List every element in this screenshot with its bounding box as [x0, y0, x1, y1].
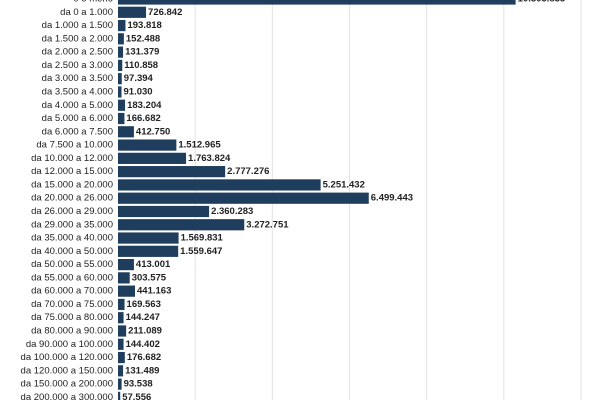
value-label: 413.001 [136, 259, 171, 270]
value-label: 144.402 [126, 339, 160, 350]
value-label: 57.556 [122, 392, 151, 400]
value-label: 131.379 [125, 47, 159, 58]
category-label: da 50.000 a 55.000 [31, 259, 113, 270]
value-label: 726.842 [148, 7, 182, 18]
value-label: 5.251.432 [323, 179, 365, 190]
value-label: 169.563 [127, 299, 161, 310]
bar [118, 192, 369, 204]
bar [118, 112, 125, 125]
category-label: da 100.000 a 120.000 [21, 352, 113, 363]
category-label: da 75.000 a 80.000 [31, 312, 113, 323]
bar [118, 298, 125, 311]
bar [118, 232, 179, 244]
value-label: 110.858 [124, 60, 158, 71]
bar [118, 391, 121, 400]
category-label: da 150.000 a 200.000 [21, 379, 113, 390]
category-label: da 120.000 a 150.000 [21, 365, 113, 376]
bar [118, 312, 124, 324]
bar [118, 179, 321, 191]
category-label: da 7.500 a 10.000 [36, 140, 113, 151]
value-label: 441.163 [137, 286, 171, 297]
value-label: 152.488 [126, 33, 160, 44]
category-label: da 15.000 a 20.000 [31, 179, 113, 190]
category-label: da 3.500 a 4.000 [42, 86, 113, 97]
value-label: 3.272.751 [246, 219, 289, 230]
value-label: 91.030 [124, 86, 153, 97]
category-label: da 3.000 a 3.500 [42, 73, 113, 84]
category-label: da 60.000 a 70.000 [31, 286, 113, 297]
value-label: 193.818 [127, 20, 161, 31]
category-label: da 80.000 a 90.000 [31, 326, 113, 337]
bar [118, 99, 126, 111]
bar [118, 378, 122, 390]
value-label: 1.559.647 [180, 246, 222, 257]
bar [118, 152, 187, 164]
value-label: 183.204 [127, 100, 162, 111]
value-label: 176.682 [127, 352, 161, 363]
bar [118, 33, 124, 45]
value-label: 97.394 [124, 73, 154, 84]
value-label: 93.538 [124, 379, 153, 390]
value-label: 2.777.276 [227, 166, 269, 177]
bar [118, 325, 127, 337]
category-label: da 200.000 a 300.000 [21, 392, 113, 400]
value-label: 131.489 [125, 365, 159, 376]
category-label: 0 o meno [73, 0, 113, 5]
bar [118, 272, 130, 284]
bar [118, 166, 226, 178]
category-label: da 26.000 a 29.000 [31, 206, 113, 217]
value-label: 2.360.283 [211, 206, 253, 217]
bar [118, 338, 124, 350]
category-label: da 29.000 a 35.000 [31, 219, 113, 230]
category-label: da 5.000 a 6.000 [42, 113, 113, 124]
bar [118, 205, 210, 218]
bar [118, 59, 123, 71]
category-label: da 0 a 1.000 [60, 7, 113, 18]
bar [118, 351, 125, 364]
category-label: da 90.000 a 100.000 [26, 339, 113, 350]
category-label: da 6.000 a 7.500 [42, 126, 113, 137]
value-label: 166.682 [126, 113, 160, 124]
value-label: 211.089 [128, 326, 162, 337]
value-label: 1.763.824 [188, 153, 231, 164]
value-label: 303.575 [132, 272, 167, 283]
value-label: 412.750 [136, 126, 170, 137]
category-label: da 70.000 a 75.000 [31, 299, 113, 310]
category-label: da 2.000 a 2.500 [42, 47, 113, 58]
bar [118, 139, 177, 151]
bar [118, 19, 126, 32]
bar [118, 259, 134, 271]
category-label: da 35.000 a 40.000 [31, 233, 113, 244]
bar [118, 126, 134, 138]
category-label: da 10.000 a 12.000 [31, 153, 113, 164]
value-label: 10.305.835 [518, 0, 566, 5]
category-label: da 1.000 a 1.500 [42, 20, 113, 31]
bar [118, 365, 124, 377]
category-label: da 2.500 a 3.000 [42, 60, 113, 71]
bar [118, 219, 245, 231]
category-label: da 40.000 a 50.000 [31, 246, 113, 257]
bar [118, 73, 122, 85]
bar [118, 86, 122, 98]
value-label: 1.569.831 [181, 233, 224, 244]
bar [118, 0, 516, 5]
value-label: 144.247 [126, 312, 160, 323]
bar [118, 285, 136, 297]
bar [118, 245, 179, 257]
bar [118, 46, 124, 58]
category-label: da 4.000 a 5.000 [42, 100, 113, 111]
value-label: 1.512.965 [178, 140, 221, 151]
bar [118, 6, 147, 18]
category-label: da 20.000 a 26.000 [31, 193, 113, 204]
value-label: 6.499.443 [371, 193, 413, 204]
category-label: da 12.000 a 15.000 [31, 166, 113, 177]
category-label: da 1.500 a 2.000 [42, 33, 113, 44]
category-label: da 55.000 a 60.000 [31, 272, 113, 283]
